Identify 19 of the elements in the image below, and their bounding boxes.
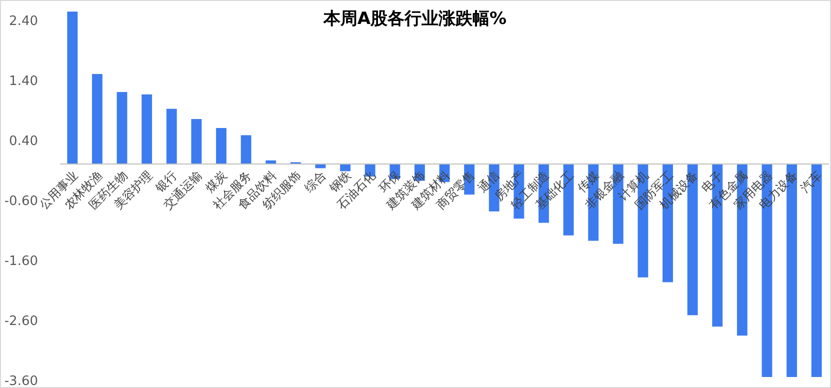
y-tick-label: 2.40	[9, 14, 38, 29]
y-tick-label: -1.60	[4, 254, 38, 269]
bar	[216, 128, 226, 164]
y-tick-label: -2.60	[4, 314, 38, 329]
y-tick-label: 1.40	[9, 74, 38, 89]
bar	[191, 119, 202, 164]
bar	[116, 92, 128, 164]
x-tick-label: 汽车	[798, 168, 825, 196]
bar	[92, 74, 102, 164]
bar	[142, 94, 152, 164]
bar	[166, 108, 177, 164]
bar	[67, 12, 78, 164]
y-tick-label: 0.40	[9, 134, 38, 149]
chart-title: 本周A股各行业涨跌幅%	[322, 9, 507, 29]
bar	[240, 135, 252, 164]
y-tick-label: -3.60	[4, 374, 38, 388]
bar	[340, 164, 350, 172]
x-tick-label: 综合	[302, 168, 329, 196]
y-tick-label: -0.60	[4, 194, 38, 209]
